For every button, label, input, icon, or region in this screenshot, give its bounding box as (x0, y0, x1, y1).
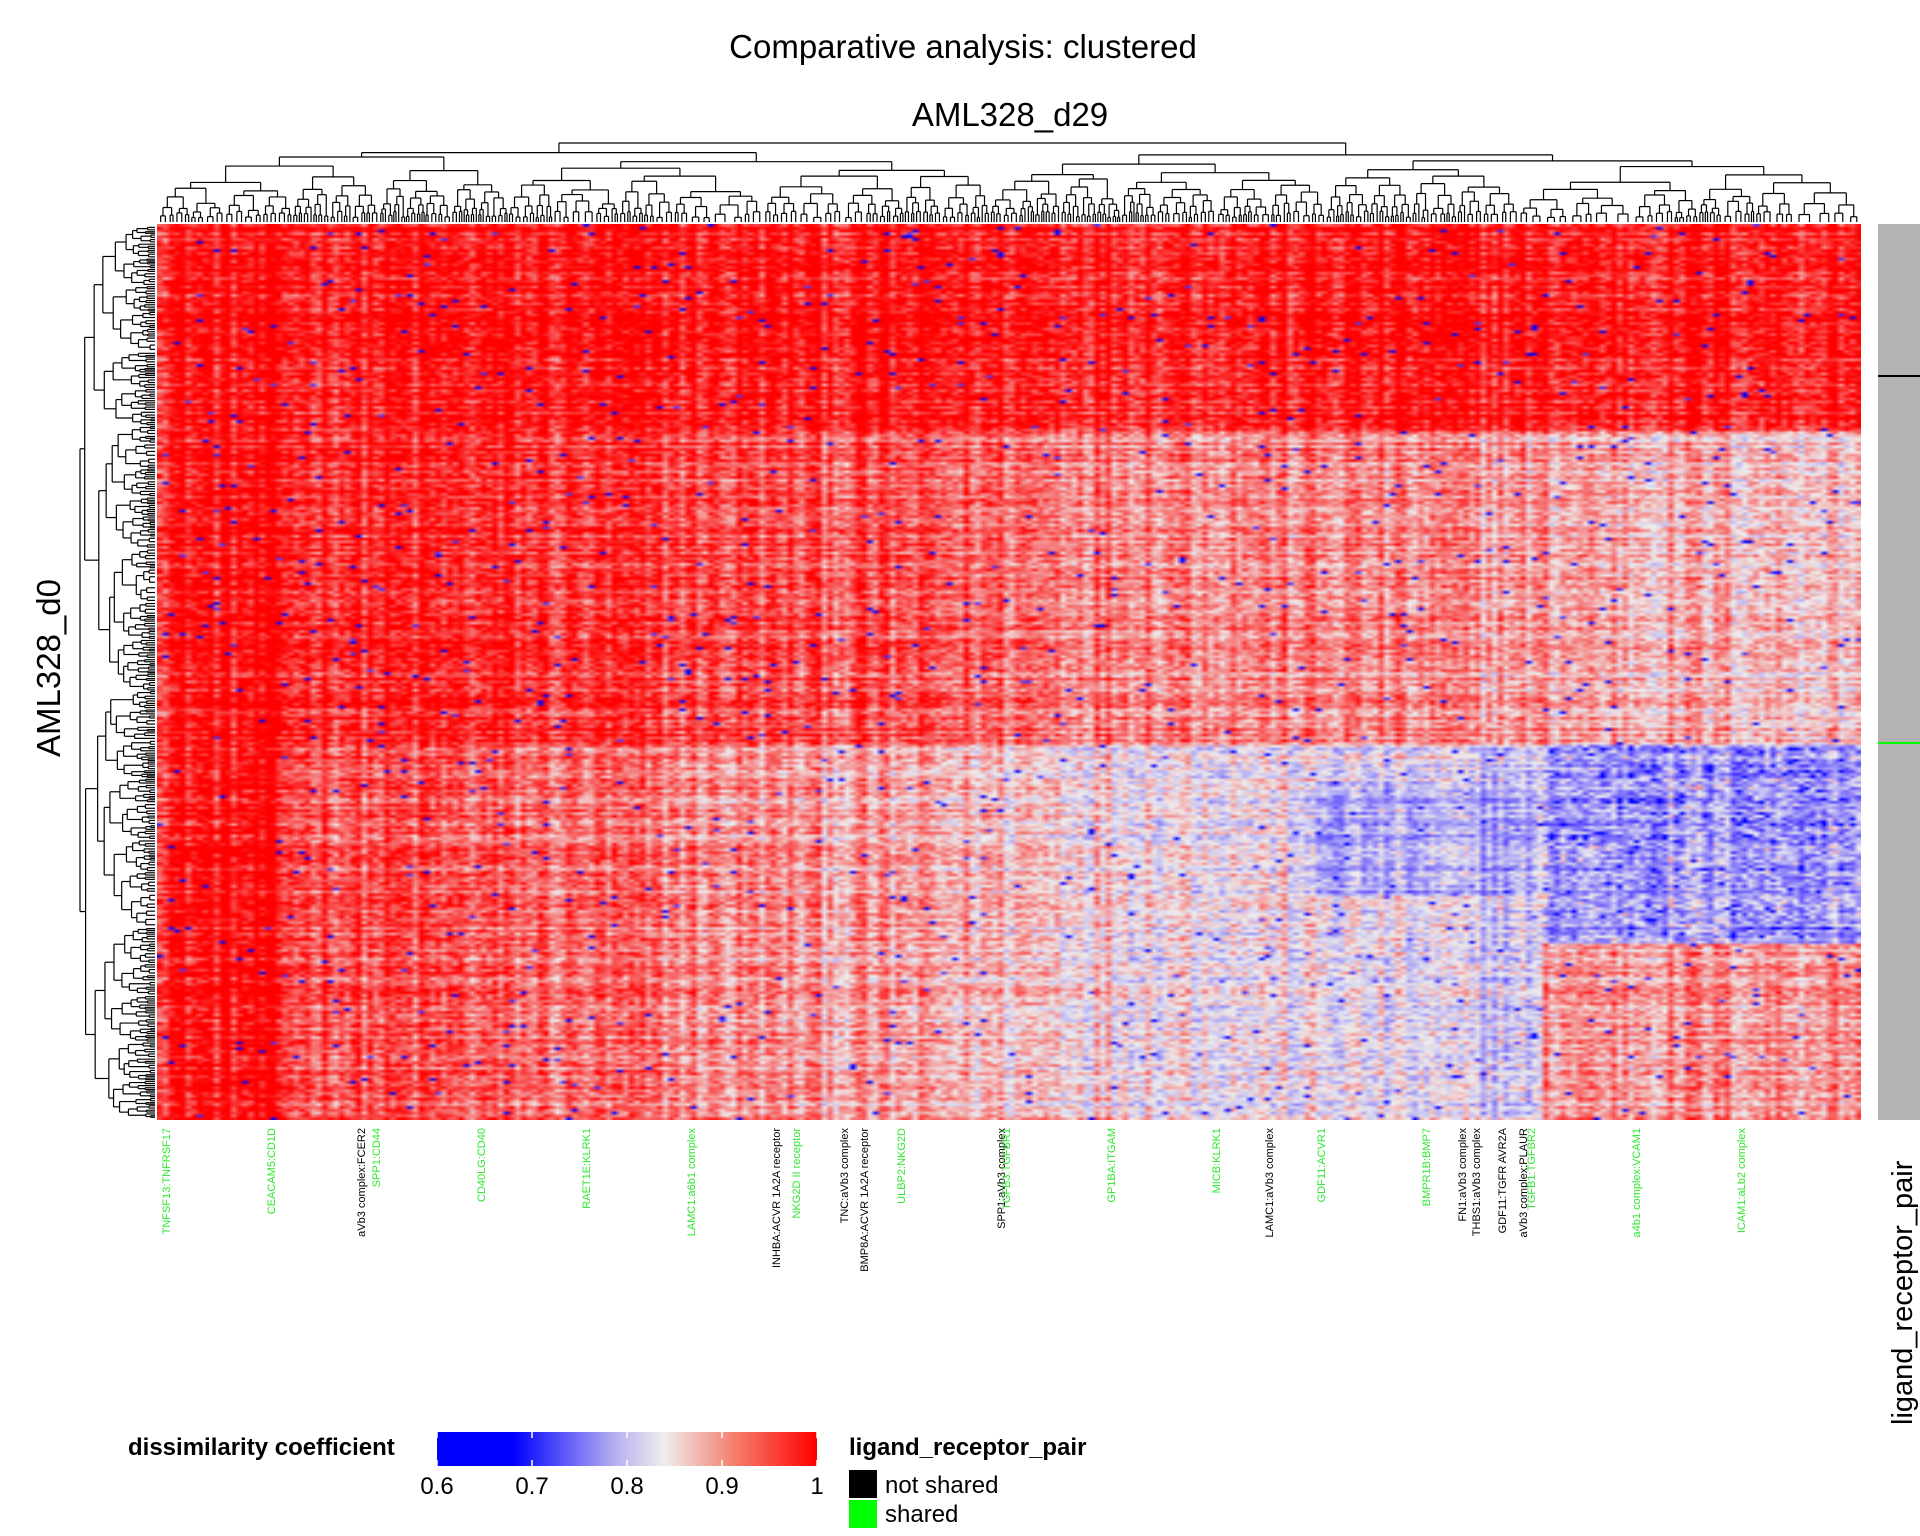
column-label: CEACAM5:CD1D (266, 1128, 278, 1214)
legend-swatch-not-shared (849, 1470, 877, 1498)
column-label: GP1BA:ITGAM (1106, 1128, 1118, 1203)
row-annotation-bar (1878, 224, 1920, 1120)
colorbar-tick-label: 0.9 (705, 1473, 738, 1500)
column-label: SPP1:aVb3 complex (996, 1128, 1008, 1229)
column-label: GDF11:ACVR1 (1316, 1128, 1328, 1202)
column-label: NKG2D II receptor (791, 1128, 803, 1219)
colorbar-legend: dissimilarity coefficient 0.6 0.7 0.8 0.9 1 (128, 1432, 824, 1500)
legend-swatch-shared (849, 1500, 877, 1528)
column-label: BMPR1B:BMP7 (1421, 1128, 1433, 1206)
column-label: FN1:aVb3 complex (1457, 1128, 1469, 1222)
annotation-legend: ligand_receptor_pair not shared shared (849, 1434, 1086, 1528)
colorbar-ticks: 0.6 0.7 0.8 0.9 1 (420, 1432, 824, 1500)
colorbar-tick-label: 1 (810, 1473, 823, 1500)
column-label: BMP8A:ACVR 1A2A receptor (859, 1128, 871, 1272)
heatmap-cells (157, 224, 1861, 1120)
column-labels: aVb3 complex:FCER2 INHBA:ACVR 1A2A recept… (161, 1127, 1748, 1271)
row-dendrogram (79, 226, 155, 1118)
column-label: LAMC1:a6b1 complex (686, 1128, 698, 1237)
column-label: TNFSF13:TNFRSF17 (161, 1128, 173, 1234)
column-label: TNC:aVb3 complex (839, 1128, 851, 1224)
column-label: a4b1 complex:VCAM1 (1631, 1128, 1643, 1237)
column-label: aVb3 complex:PLAUR (1518, 1128, 1530, 1237)
column-label: INHBA:ACVR 1A2A receptor (771, 1128, 783, 1268)
column-label: aVb3 complex:FCER2 (356, 1128, 368, 1237)
column-label: TGFB3:TGFBR1 (1001, 1128, 1013, 1210)
column-dendrogram (160, 142, 1858, 222)
chart-title: Comparative analysis: clustered (729, 28, 1197, 65)
colorbar-tick-label: 0.7 (515, 1473, 548, 1500)
colorbar-tick-label: 0.6 (420, 1473, 453, 1500)
column-label: THBS1:aVb3 complex (1471, 1128, 1483, 1237)
row-title: AML328_d0 (30, 579, 67, 757)
column-label: ICAM1:aLb2 complex (1736, 1128, 1748, 1234)
row-annotation-shared-bar (1878, 224, 1920, 1120)
column-label: TGFB1:TGFBR2 (1526, 1128, 1538, 1210)
column-label: GDF11:TGFR AVR2A (1497, 1127, 1509, 1233)
colorbar-title: dissimilarity coefficient (128, 1434, 395, 1461)
legend-label-shared: shared (885, 1501, 958, 1528)
legend-label-not-shared: not shared (885, 1472, 998, 1499)
column-title: AML328_d29 (912, 96, 1108, 133)
column-label: RAET1E:KLRK1 (581, 1128, 593, 1209)
annotation-legend-title: ligand_receptor_pair (849, 1434, 1086, 1461)
column-label: LAMC1:aVb3 complex (1264, 1128, 1276, 1238)
column-label: ULBP2:NKG2D (896, 1128, 908, 1204)
column-label: SPP1:CD44 (371, 1128, 383, 1187)
colorbar-tick-label: 0.8 (610, 1473, 643, 1500)
column-label: MICB:KLRK1 (1211, 1128, 1223, 1193)
column-label: CD40LG:CD40 (476, 1128, 488, 1202)
annotation-title: ligand_receptor_pair (1887, 1160, 1919, 1425)
